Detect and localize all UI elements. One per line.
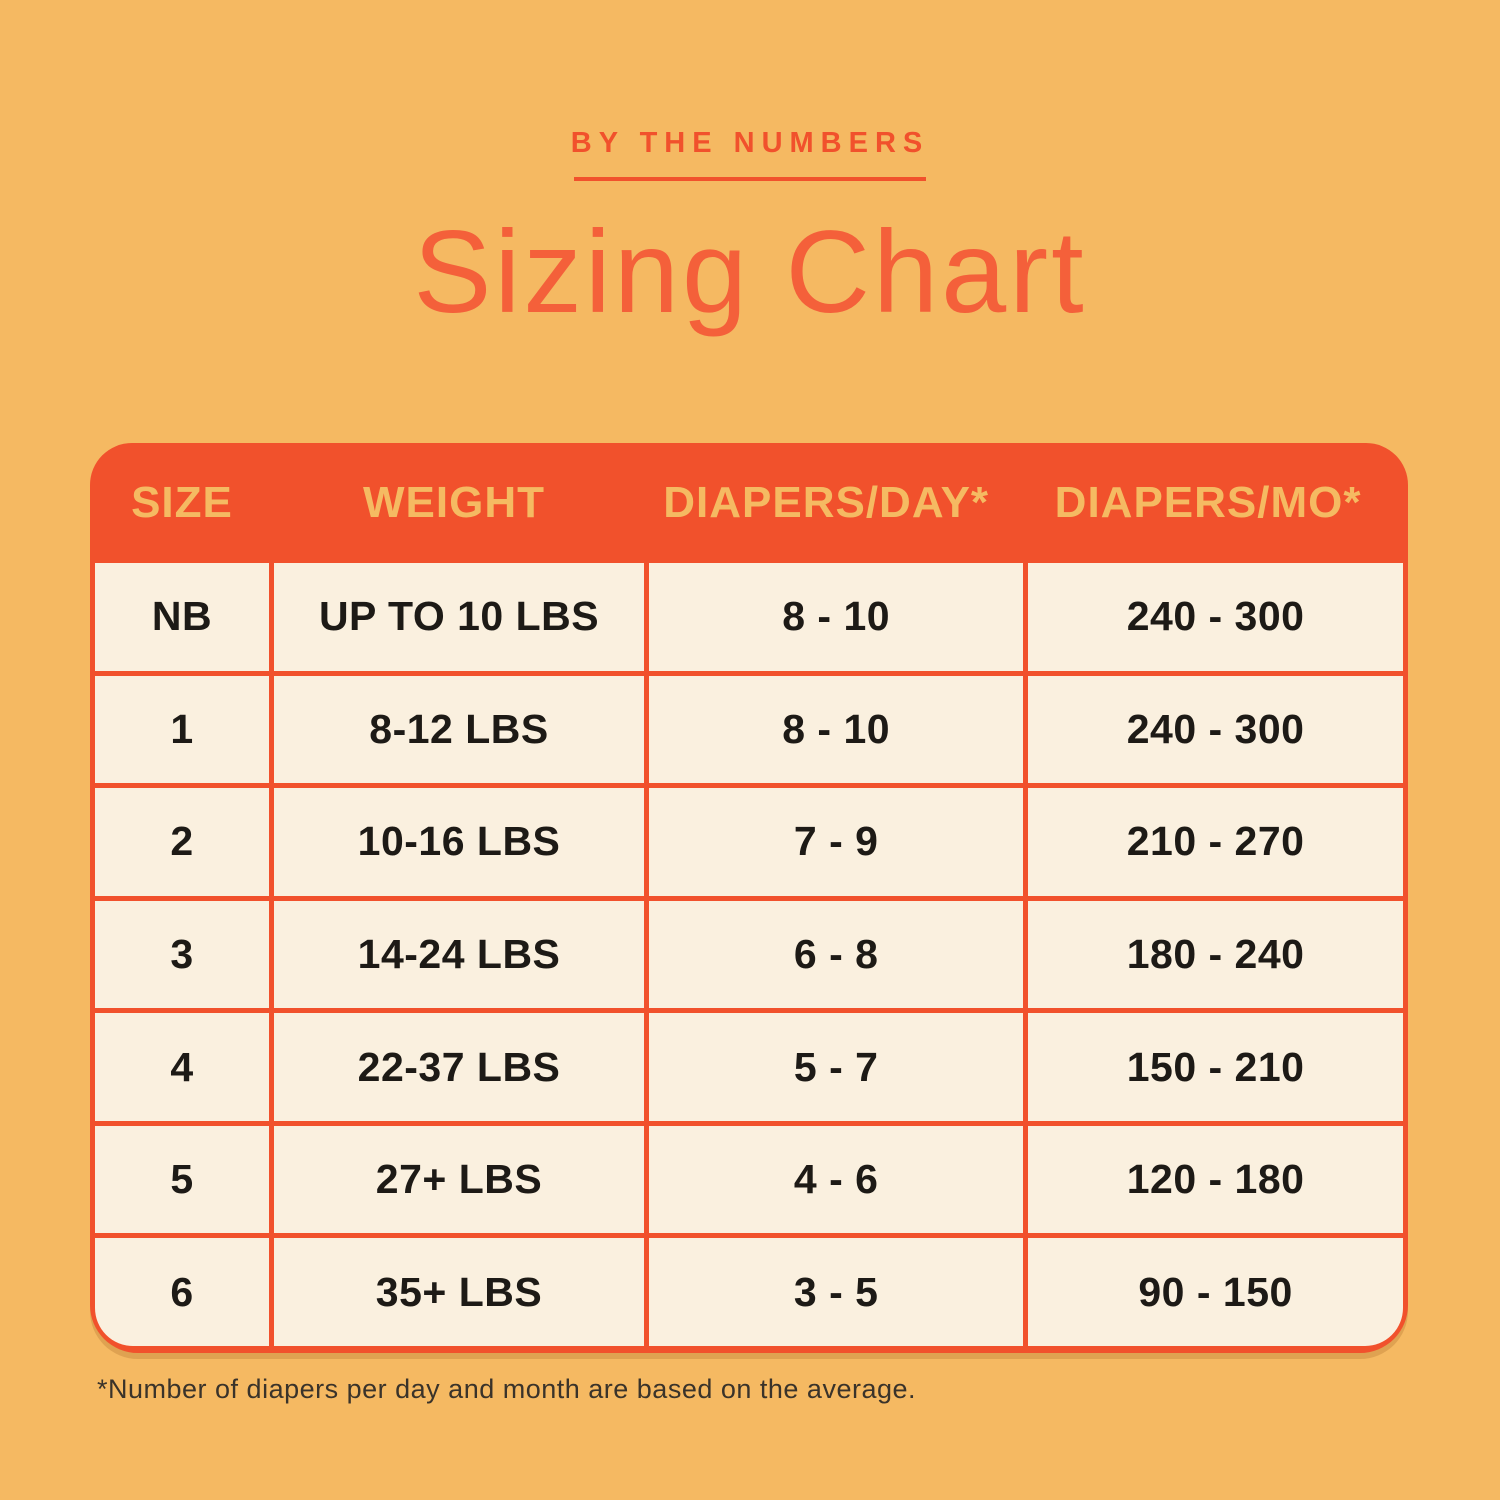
column-header-diapers-mo: DIAPERS/MO* xyxy=(1054,478,1362,527)
table-cell: 240 - 300 xyxy=(1028,563,1403,671)
table-cell: 5 - 7 xyxy=(649,1013,1024,1121)
table-cell: NB xyxy=(95,563,269,671)
table-cell: 210 - 270 xyxy=(1028,788,1403,896)
table-cell: 150 - 210 xyxy=(1028,1013,1403,1121)
table-cell: 3 xyxy=(95,900,269,1009)
table-cell: 6 - 8 xyxy=(649,900,1024,1009)
eyebrow-underline xyxy=(574,177,926,181)
table-cell: 4 - 6 xyxy=(649,1125,1024,1234)
table-cell: 2 xyxy=(95,788,269,896)
column-header-diapers-day: DIAPERS/DAY* xyxy=(663,478,990,527)
table-cell: 35+ LBS xyxy=(273,1238,645,1346)
table-cell: 4 xyxy=(95,1013,269,1121)
table-cell: 6 xyxy=(95,1238,269,1346)
table-cell: 8 - 10 xyxy=(649,675,1024,784)
table-cell: 8 - 10 xyxy=(649,563,1024,671)
table-cell: 180 - 240 xyxy=(1028,900,1403,1009)
eyebrow-label: BY THE NUMBERS xyxy=(570,127,930,159)
table-cell: 8-12 LBS xyxy=(273,675,645,784)
column-header-size: SIZE xyxy=(131,478,233,527)
footnote-text: *Number of diapers per day and month are… xyxy=(97,1374,916,1404)
sizing-table: SIZE WEIGHT DIAPERS/DAY* DIAPERS/MO* NB … xyxy=(90,443,1408,1353)
table-cell: 90 - 150 xyxy=(1028,1238,1403,1346)
table-cell: 10-16 LBS xyxy=(273,788,645,896)
page-title: Sizing Chart xyxy=(413,206,1087,337)
table-cell: 7 - 9 xyxy=(649,788,1024,896)
table-cell: 120 - 180 xyxy=(1028,1125,1403,1234)
table-cell: 5 xyxy=(95,1125,269,1234)
table-header-row: SIZE WEIGHT DIAPERS/DAY* DIAPERS/MO* xyxy=(90,443,1408,563)
column-header-weight: WEIGHT xyxy=(363,478,546,527)
table-cell: 14-24 LBS xyxy=(273,900,645,1009)
table-cell: 1 xyxy=(95,675,269,784)
table-body: NB UP TO 10 LBS 8 - 10 240 - 300 1 8-12 … xyxy=(90,563,1408,1353)
table-cell: 3 - 5 xyxy=(649,1238,1024,1346)
table-cell: 22-37 LBS xyxy=(273,1013,645,1121)
table-cell: UP TO 10 LBS xyxy=(273,563,645,671)
table-cell: 240 - 300 xyxy=(1028,675,1403,784)
table-cell: 27+ LBS xyxy=(273,1125,645,1234)
